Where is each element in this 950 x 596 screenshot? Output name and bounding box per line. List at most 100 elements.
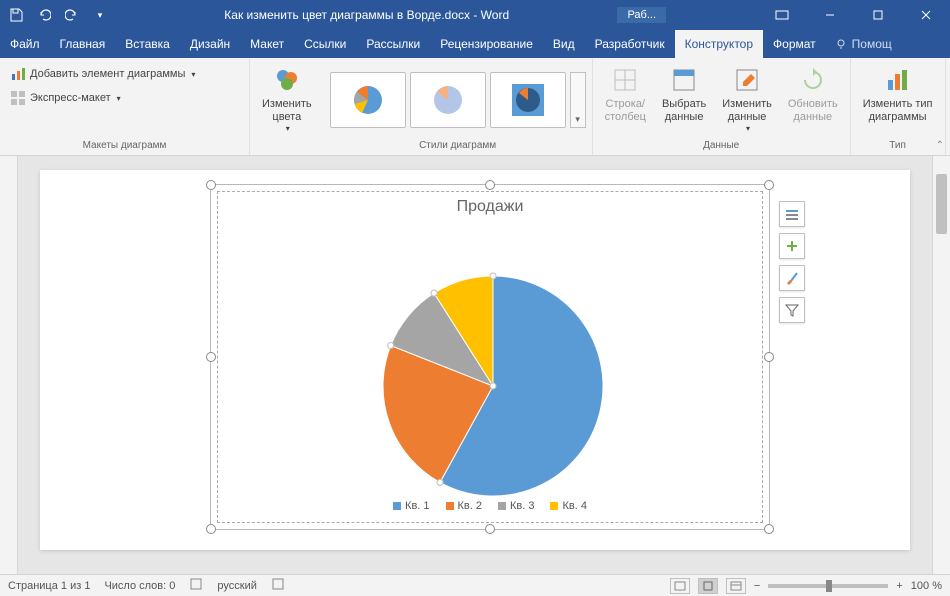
zoom-out-button[interactable]: − <box>754 580 760 592</box>
chart-plot-area[interactable]: Продажи Кв. 1 Кв. 2 Кв. 3 Кв. 4 <box>217 191 763 523</box>
refresh-data-button[interactable]: Обновить данные <box>782 62 844 128</box>
save-icon[interactable] <box>8 7 24 23</box>
center-handle[interactable] <box>490 383 496 389</box>
close-button[interactable] <box>906 0 946 30</box>
layout-options-icon <box>784 206 800 222</box>
tell-me-label: Помощ <box>852 37 892 51</box>
page-container: Продажи Кв. 1 Кв. 2 Кв. 3 Кв. 4 <box>18 156 932 574</box>
tell-me-search[interactable]: Помощ <box>826 30 900 58</box>
qat-dropdown-icon[interactable]: ▾ <box>92 7 108 23</box>
layout-options-button[interactable] <box>779 201 805 227</box>
add-element-icon <box>10 66 26 82</box>
undo-icon[interactable] <box>36 7 52 23</box>
chart-object[interactable]: Продажи Кв. 1 Кв. 2 Кв. 3 Кв. 4 <box>210 184 770 530</box>
legend-item[interactable]: Кв. 1 <box>393 500 429 512</box>
zoom-slider-thumb[interactable] <box>826 580 832 592</box>
zoom-level[interactable]: 100 % <box>911 580 942 592</box>
select-data-icon <box>670 66 698 94</box>
edit-data-button[interactable]: Изменить данные▾ <box>716 62 778 138</box>
quick-layout-label: Экспресс-макет <box>30 92 111 104</box>
chart-title[interactable]: Продажи <box>218 198 762 216</box>
slice-handle[interactable] <box>388 343 394 349</box>
brush-icon <box>784 270 800 286</box>
quick-layout-button[interactable]: Экспресс-макет▾ <box>6 88 125 108</box>
web-layout-view[interactable] <box>726 578 746 594</box>
tab-view[interactable]: Вид <box>543 30 585 58</box>
collapse-ribbon-icon[interactable]: ⌃ <box>936 140 944 151</box>
resize-handle-sw[interactable] <box>206 524 216 534</box>
legend-swatch <box>550 502 558 510</box>
tab-insert[interactable]: Вставка <box>115 30 180 58</box>
minimize-button[interactable] <box>810 0 850 30</box>
slice-handle[interactable] <box>437 479 443 485</box>
slice-handle[interactable] <box>490 273 496 279</box>
resize-handle-e[interactable] <box>764 352 774 362</box>
chart-style-3[interactable] <box>490 72 566 128</box>
legend-label: Кв. 2 <box>458 500 482 512</box>
tab-file[interactable]: Файл <box>0 30 50 58</box>
page-indicator[interactable]: Страница 1 из 1 <box>8 580 90 592</box>
edit-data-icon <box>733 66 761 94</box>
group-change-colors: Изменить цвета▾ <box>250 58 324 155</box>
tab-constructor[interactable]: Конструктор <box>675 30 763 58</box>
quick-layout-icon <box>10 90 26 106</box>
zoom-in-button[interactable]: + <box>896 580 902 592</box>
page[interactable]: Продажи Кв. 1 Кв. 2 Кв. 3 Кв. 4 <box>40 170 910 550</box>
tab-layout[interactable]: Макет <box>240 30 294 58</box>
tab-home[interactable]: Главная <box>50 30 116 58</box>
legend-swatch <box>393 502 401 510</box>
resize-handle-se[interactable] <box>764 524 774 534</box>
pie-chart[interactable] <box>218 216 768 516</box>
legend-item[interactable]: Кв. 3 <box>498 500 534 512</box>
change-chart-type-button[interactable]: Изменить тип диаграммы <box>857 62 939 128</box>
tab-review[interactable]: Рецензирование <box>430 30 543 58</box>
chart-styles-button[interactable] <box>779 265 805 291</box>
styles-group-label: Стили диаграмм <box>330 138 586 153</box>
refresh-icon <box>799 66 827 94</box>
ribbon-body: Добавить элемент диаграммы▾ Экспресс-мак… <box>0 58 950 156</box>
resize-handle-nw[interactable] <box>206 180 216 190</box>
switch-row-column-button[interactable]: Строка/ столбец <box>599 62 652 128</box>
tab-design[interactable]: Дизайн <box>180 30 240 58</box>
legend-swatch <box>498 502 506 510</box>
tab-format[interactable]: Формат <box>763 30 826 58</box>
resize-handle-w[interactable] <box>206 352 216 362</box>
document-title: Как изменить цвет диаграммы в Ворде.docx… <box>116 8 617 22</box>
chart-filters-button[interactable] <box>779 297 805 323</box>
zoom-slider[interactable] <box>768 584 888 588</box>
word-count[interactable]: Число слов: 0 <box>104 580 175 592</box>
print-layout-view[interactable] <box>698 578 718 594</box>
resize-handle-ne[interactable] <box>764 180 774 190</box>
legend-item[interactable]: Кв. 2 <box>446 500 482 512</box>
scrollbar-thumb[interactable] <box>936 174 947 234</box>
track-changes-icon[interactable] <box>271 577 285 594</box>
slice-handle[interactable] <box>431 290 437 296</box>
tab-developer[interactable]: Разработчик <box>585 30 675 58</box>
group-chart-layouts: Добавить элемент диаграммы▾ Экспресс-мак… <box>0 58 250 155</box>
change-colors-button[interactable]: Изменить цвета▾ <box>256 62 318 138</box>
select-data-button[interactable]: Выбрать данные <box>656 62 712 128</box>
resize-handle-s[interactable] <box>485 524 495 534</box>
chart-legend[interactable]: Кв. 1 Кв. 2 Кв. 3 Кв. 4 <box>218 500 762 512</box>
ribbon-options-icon[interactable] <box>762 0 802 30</box>
plus-icon <box>784 238 800 254</box>
chart-style-1[interactable] <box>330 72 406 128</box>
legend-item[interactable]: Кв. 4 <box>550 500 586 512</box>
switch-rowcol-label: Строка/ столбец <box>605 98 646 124</box>
maximize-button[interactable] <box>858 0 898 30</box>
tab-references[interactable]: Ссылки <box>294 30 356 58</box>
chart-styles-more[interactable]: ▾ <box>570 72 586 128</box>
tab-mailings[interactable]: Рассылки <box>356 30 430 58</box>
redo-icon[interactable] <box>64 7 80 23</box>
vertical-scrollbar[interactable] <box>932 156 950 574</box>
chart-elements-button[interactable] <box>779 233 805 259</box>
spellcheck-icon[interactable] <box>189 577 203 594</box>
read-mode-view[interactable] <box>670 578 690 594</box>
change-type-icon <box>884 66 912 94</box>
quick-access-toolbar: ▾ <box>0 7 116 23</box>
chart-style-2[interactable] <box>410 72 486 128</box>
add-chart-element-button[interactable]: Добавить элемент диаграммы▾ <box>6 64 199 84</box>
resize-handle-n[interactable] <box>485 180 495 190</box>
status-bar: Страница 1 из 1 Число слов: 0 русский − … <box>0 574 950 596</box>
language-indicator[interactable]: русский <box>217 580 256 592</box>
